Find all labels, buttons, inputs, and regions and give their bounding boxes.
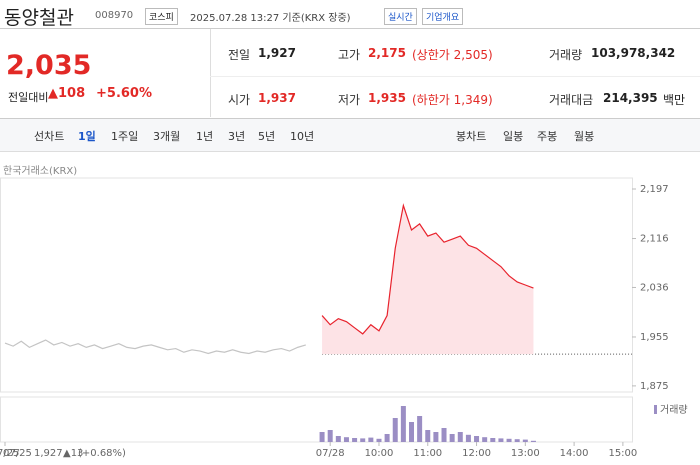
stat-label: 고가 [338, 48, 361, 62]
source: 한국거래소(KRX) [3, 166, 78, 177]
hover-price: 1,927 [34, 448, 63, 459]
hover-date: 07/25 [3, 448, 32, 459]
volume-bar [449, 434, 455, 442]
change: ▲108 [48, 86, 86, 101]
stat-label: 거래량 [549, 48, 583, 62]
x-tick-label: 12:00 [462, 448, 491, 459]
price: 2,035 [6, 50, 92, 81]
y-tick-label: 2,116 [640, 234, 669, 245]
period-tab[interactable]: 1일 [78, 130, 96, 143]
stat-label: 저가 [338, 93, 361, 107]
volume-legend-swatch [654, 405, 657, 414]
price-line [4, 339, 306, 355]
volume-bar [514, 439, 520, 442]
x-tick-label: 10:00 [365, 448, 394, 459]
rate: +5.60% [96, 86, 152, 101]
volume-bar [368, 437, 374, 442]
stat-label: 전일 [228, 48, 251, 62]
change-label: 전일대비 [8, 91, 49, 104]
area [322, 205, 534, 355]
company-button[interactable]: 기업개요 [422, 8, 464, 25]
volume-bar [498, 438, 504, 442]
tab-label: 선차트 [34, 130, 65, 143]
hover-change: ▲13 [63, 448, 83, 459]
x-tick-label: 15:00 [608, 448, 637, 459]
stock-name: 동양철관 [4, 7, 74, 29]
volume-bar [352, 438, 358, 442]
volume-bar [433, 432, 439, 442]
stat-value: 2,175 [368, 46, 406, 60]
stat-note: (상한가 2,505) [412, 48, 493, 62]
stock-code: 008970 [95, 10, 134, 21]
tab-label: 봉차트 [456, 130, 487, 143]
volume-bar [465, 434, 471, 442]
volume-bar [522, 439, 528, 442]
volume-bar [482, 437, 488, 442]
stat-label: 시가 [228, 93, 251, 107]
volume-bar [400, 406, 406, 442]
period-tab[interactable]: 3개월 [153, 130, 181, 143]
price-line [321, 203, 534, 335]
volume-bar [392, 418, 398, 442]
x-tick-label: 07/28 [316, 448, 345, 459]
candle-tab[interactable]: 주봉 [537, 130, 558, 143]
volume-bar [384, 434, 390, 442]
time: 2025.07.28 13:27 기준(KRX 장중) [190, 13, 351, 24]
stat-value: 1,937 [258, 91, 296, 105]
volume-bar [490, 438, 496, 442]
realtime-button[interactable]: 실시간 [384, 8, 417, 25]
plot-frame [0, 177, 633, 393]
x-tick-label: 13:00 [511, 448, 540, 459]
x-tick-label: 11:00 [413, 448, 442, 459]
stat-label: 거래대금 [549, 93, 594, 107]
volume-bar [530, 440, 536, 442]
volume-bar [343, 437, 349, 442]
volume-bar [474, 436, 480, 442]
volume-bar [319, 432, 325, 442]
volume-bar [506, 438, 512, 442]
tab-bar [0, 118, 700, 152]
volume-bar [409, 422, 414, 442]
stat-value: 1,927 [258, 46, 296, 60]
volume-legend: 거래량 [660, 404, 688, 416]
stat-unit: 백만 [663, 93, 686, 107]
volume-bar [441, 428, 447, 442]
stat-value: 214,395 [603, 91, 658, 105]
period-tab[interactable]: 5년 [258, 130, 276, 143]
x-tick-label: 14:00 [560, 448, 589, 459]
divider [210, 76, 700, 77]
candle-tab[interactable]: 일봉 [503, 130, 524, 143]
volume-bar [327, 430, 333, 442]
period-tab[interactable]: 10년 [290, 130, 315, 143]
y-tick-label: 1,875 [640, 381, 669, 392]
volume-bar [417, 416, 423, 442]
divider [0, 28, 700, 29]
x-tick-label: 07/25 [0, 448, 19, 459]
volume-frame [0, 396, 633, 443]
volume-bar [457, 432, 463, 442]
period-tab[interactable]: 1년 [196, 130, 214, 143]
volume-bar [335, 436, 341, 442]
stat-value: 103,978,342 [591, 46, 676, 60]
period-tab[interactable]: 3년 [228, 130, 246, 143]
hover-rate: (+0.68%) [78, 448, 126, 459]
period-tab[interactable]: 1주일 [111, 130, 139, 143]
stat-value: 1,935 [368, 91, 406, 105]
stat-note: (하한가 1,349) [412, 93, 493, 107]
candle-tab[interactable]: 월봉 [574, 130, 595, 143]
y-tick-label: 1,955 [640, 332, 669, 343]
volume-bar [360, 438, 366, 442]
divider [210, 29, 211, 117]
volume-bar [425, 430, 431, 442]
y-tick-label: 2,036 [640, 282, 669, 293]
y-tick-label: 2,197 [640, 184, 669, 195]
market-badge: 코스피 [145, 8, 178, 25]
volume-bar [376, 438, 382, 442]
